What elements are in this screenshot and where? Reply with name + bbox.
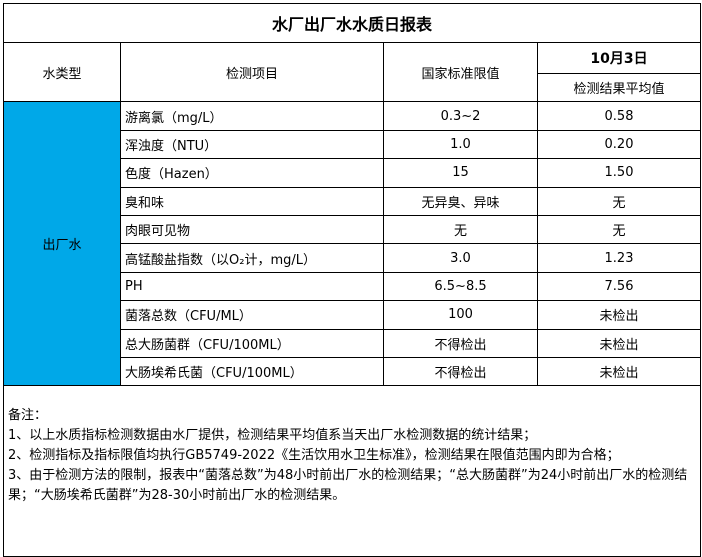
standard: 15	[383, 158, 538, 188]
notes: 备注： 1、以上水质指标检测数据由水厂提供，检测结果平均值系当天出厂水检测数据的统…	[2, 385, 702, 557]
item: PH	[120, 271, 384, 302]
result: 无	[536, 186, 702, 216]
header-cell: 国家标准限值	[383, 41, 538, 103]
data-row: PH 6.5~8.5 7.56	[4, 271, 702, 302]
standard: 6.5~8.5	[383, 271, 538, 302]
data-row: 色度（Hazen） 15 1.50	[4, 158, 702, 188]
data-row: 菌落总数（CFU/ML） 100 未检出	[4, 300, 702, 330]
water-type: 出厂水	[3, 101, 121, 387]
item: 总大肠菌群（CFU/100ML）	[120, 328, 384, 358]
note: 2、检测指标及指标限值均执行GB5749-2022《生活饮用水卫生标准》，检测结…	[8, 448, 620, 464]
item: 臭和味	[120, 186, 384, 216]
result: 1.50	[536, 158, 702, 188]
result: 1.23	[536, 243, 702, 273]
item: 色度（Hazen）	[120, 158, 384, 188]
item: 游离氯（mg/L）	[120, 101, 384, 131]
item: 浑浊度（NTU）	[120, 129, 384, 160]
data-row: 肉眼可见物无无	[4, 214, 702, 245]
header-cell: 水类型	[3, 41, 121, 103]
standard: 0.3~2	[383, 101, 538, 131]
notes-row: 备注： 1、以上水质指标检测数据由水厂提供，检测结果平均值系当天出厂水检测数据的统…	[2, 385, 702, 557]
note: 1、以上水质指标检测数据由水厂提供，检测结果平均值系当天出厂水检测数据的统计结果…	[8, 428, 537, 444]
note: 3、由于检测方法的限制，报表中“菌落总数”为48小时前出厂水的检测结果；“总大肠…	[8, 468, 688, 504]
item: 高锰酸盐指数（以O₂计，mg/L）	[120, 243, 384, 273]
data-row: 总大肠菌群（CFU/100ML） 不得检出 未检出	[4, 328, 702, 358]
result: 未检出	[536, 300, 702, 330]
header-cell: 检测项目	[120, 41, 384, 103]
result: 未检出	[536, 328, 702, 358]
standard: 无	[383, 214, 538, 245]
standard: 100	[383, 300, 538, 330]
standard: 无异臭、异味	[383, 186, 538, 216]
report-table: 水厂出厂水水质日报表 水类型 检测项目 国家标准限值 10月3日 检测结果平均值…	[2, 3, 702, 557]
standard: 1.0	[383, 129, 538, 160]
title: 水厂出厂水水质日报表	[2, 3, 702, 43]
standard: 不得检出	[383, 328, 538, 358]
standard: 3.0	[383, 243, 538, 273]
data-row: 高锰酸盐指数（以O₂计，mg/L） 3.0 1.23	[4, 243, 702, 273]
data-row: 出厂水 游离氯（mg/L） 0.3~2 0.58	[3, 101, 702, 387]
result: 0.58	[536, 101, 702, 131]
result: 7.56	[536, 271, 702, 302]
note: 备注：	[8, 408, 48, 424]
result: 未检出	[536, 356, 702, 387]
standard: 不得检出	[383, 356, 538, 387]
header-date: 10月3日	[536, 42, 702, 74]
item: 菌落总数（CFU/ML）	[120, 300, 384, 330]
data-row: 臭和味 无异臭、异味无	[4, 186, 702, 216]
item: 大肠埃希氏菌（CFU/100ML）	[120, 356, 384, 387]
item: 肉眼可见物	[120, 214, 384, 245]
result: 无	[536, 214, 702, 245]
data-row: 大肠埃希氏菌（CFU/100ML） 不得检出 未检出	[4, 356, 702, 387]
header-cell: 检测结果平均值	[536, 72, 702, 103]
data-row: 浑浊度（NTU） 1.0 0.20	[4, 129, 702, 160]
result: 0.20	[536, 129, 702, 160]
table-body: 水厂出厂水水质日报表 水类型 检测项目 国家标准限值 10月3日 检测结果平均值…	[2, 3, 702, 557]
